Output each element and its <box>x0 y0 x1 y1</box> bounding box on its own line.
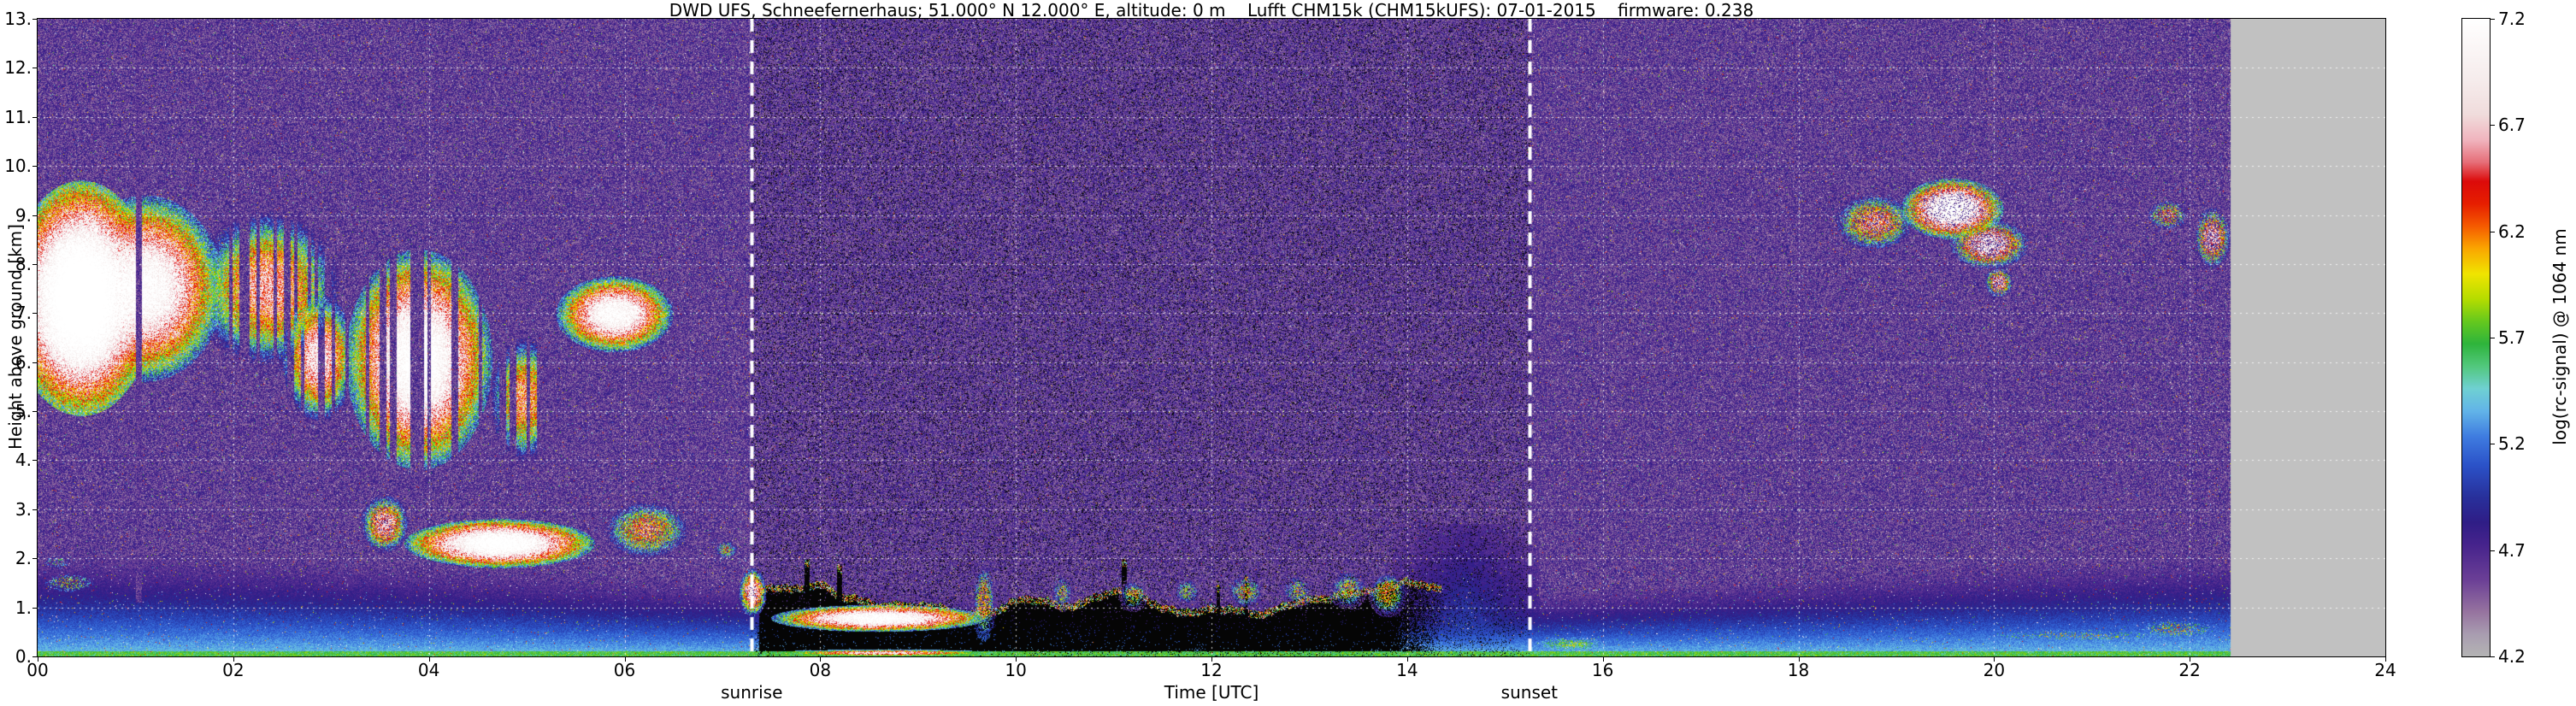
x-tick-mark <box>820 657 822 662</box>
y-tick-label: 10. <box>4 156 32 177</box>
colorbar-tick-label: 6.2 <box>2498 221 2526 242</box>
y-tick-label: 4. <box>15 450 32 471</box>
colorbar-tick-mark <box>2491 19 2495 20</box>
colorbar-tick-mark <box>2491 656 2495 657</box>
y-tick-mark <box>32 19 37 20</box>
x-tick-mark <box>624 657 626 662</box>
x-tick-label: 16 <box>1591 660 1614 680</box>
y-tick-label: 8. <box>15 253 32 274</box>
colorbar-tick-label: 4.7 <box>2498 539 2526 561</box>
x-tick-mark <box>1994 657 1995 662</box>
y-tick-label: 11. <box>4 106 32 127</box>
sun-annotation-label: sunrise <box>721 682 783 703</box>
x-tick-mark <box>1602 657 1604 662</box>
colorbar-tick-mark <box>2491 125 2495 126</box>
y-tick-mark <box>32 607 37 609</box>
y-tick-mark <box>32 558 37 560</box>
x-tick-label: 06 <box>613 660 636 680</box>
x-tick-label: 04 <box>417 660 440 680</box>
y-tick-mark <box>32 656 37 657</box>
y-tick-mark <box>32 509 37 510</box>
colorbar-tick-label: 5.2 <box>2498 433 2526 455</box>
x-tick-mark <box>2385 657 2386 662</box>
x-tick-label: 18 <box>1787 660 1810 680</box>
colorbar-tick-label: 4.2 <box>2498 646 2526 667</box>
x-tick-label: 12 <box>1200 660 1223 680</box>
x-tick-label: 24 <box>2374 660 2396 680</box>
x-tick-label: 00 <box>27 660 49 680</box>
y-tick-mark <box>32 166 37 168</box>
x-tick-mark <box>1211 657 1212 662</box>
y-tick-label: 0. <box>15 646 32 667</box>
y-tick-label: 13. <box>4 9 32 29</box>
heatmap-canvas <box>38 19 2385 656</box>
x-tick-label: 02 <box>222 660 245 680</box>
y-tick-mark <box>32 460 37 462</box>
colorbar-tick-mark <box>2491 550 2495 551</box>
x-tick-label: 22 <box>2178 660 2201 680</box>
y-tick-label: 9. <box>15 204 32 226</box>
y-tick-mark <box>32 313 37 315</box>
colorbar-tick-label: 6.7 <box>2498 115 2526 136</box>
x-tick-label: 14 <box>1396 660 1418 680</box>
y-tick-mark <box>32 263 37 265</box>
y-tick-mark <box>32 116 37 118</box>
colorbar-gradient <box>2462 19 2490 656</box>
colorbar-tick-label: 5.7 <box>2498 327 2526 348</box>
colorbar-label: log(rc-signal) @ 1064 nm <box>2549 228 2570 445</box>
y-tick-mark <box>32 362 37 363</box>
x-tick-mark <box>1016 657 1017 662</box>
y-tick-label: 12. <box>4 57 32 79</box>
y-tick-mark <box>32 411 37 413</box>
y-tick-label: 1. <box>15 597 32 618</box>
x-tick-mark <box>428 657 430 662</box>
y-tick-label: 7. <box>15 303 32 324</box>
y-tick-label: 5. <box>15 401 32 422</box>
plot-title: DWD UFS, Schneefernerhaus; 51.000° N 12.… <box>669 0 1754 21</box>
x-tick-mark <box>233 657 234 662</box>
y-tick-label: 3. <box>15 498 32 520</box>
y-tick-label: 6. <box>15 351 32 373</box>
y-tick-mark <box>32 215 37 216</box>
colorbar-tick-label: 7.2 <box>2498 9 2526 29</box>
x-tick-mark <box>1798 657 1800 662</box>
colorbar <box>2461 18 2491 657</box>
x-tick-label: 10 <box>1005 660 1027 680</box>
x-tick-mark <box>1406 657 1408 662</box>
y-tick-label: 2. <box>15 548 32 569</box>
x-axis-label: Time [UTC] <box>1164 682 1259 703</box>
x-tick-label: 20 <box>1983 660 2006 680</box>
plot-area <box>37 18 2386 657</box>
sun-annotation-label: sunset <box>1500 682 1559 703</box>
x-tick-label: 08 <box>809 660 832 680</box>
